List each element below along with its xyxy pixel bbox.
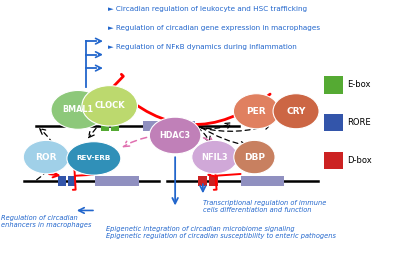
Text: DBP: DBP xyxy=(244,153,265,162)
Text: D-box: D-box xyxy=(348,156,372,165)
Text: ROR: ROR xyxy=(36,153,57,162)
Text: REV-ERB: REV-ERB xyxy=(77,155,111,162)
Text: NFIL3: NFIL3 xyxy=(202,153,228,162)
Ellipse shape xyxy=(51,91,105,129)
Ellipse shape xyxy=(234,94,280,129)
Text: CRY: CRY xyxy=(286,107,306,116)
FancyBboxPatch shape xyxy=(198,176,207,186)
Text: E-box: E-box xyxy=(348,80,371,89)
FancyBboxPatch shape xyxy=(111,121,119,131)
Text: ► Regulation of NFκB dynamics during inflammation: ► Regulation of NFκB dynamics during inf… xyxy=(108,44,296,50)
Text: ► Circadian regulation of leukocyte and HSC trafficking: ► Circadian regulation of leukocyte and … xyxy=(108,6,307,12)
Text: BMAL1: BMAL1 xyxy=(62,105,94,114)
FancyBboxPatch shape xyxy=(240,176,284,186)
FancyBboxPatch shape xyxy=(324,114,343,131)
FancyBboxPatch shape xyxy=(68,176,76,186)
FancyBboxPatch shape xyxy=(324,76,343,94)
FancyBboxPatch shape xyxy=(58,176,66,186)
Ellipse shape xyxy=(67,142,121,175)
FancyBboxPatch shape xyxy=(101,121,109,131)
Text: PER: PER xyxy=(246,107,266,116)
Text: Regulation of circadian
enhancers in macrophages: Regulation of circadian enhancers in mac… xyxy=(2,215,92,228)
FancyBboxPatch shape xyxy=(95,176,139,186)
Text: Epigenetic integration of circadian microbiome signaling
Epigenetic regulation o: Epigenetic integration of circadian micr… xyxy=(106,226,336,239)
Text: CLOCK: CLOCK xyxy=(94,101,125,110)
FancyBboxPatch shape xyxy=(144,121,195,131)
Ellipse shape xyxy=(192,140,238,174)
Ellipse shape xyxy=(23,140,69,174)
Ellipse shape xyxy=(234,140,275,174)
Text: ► Regulation of circadian gene expression in macrophages: ► Regulation of circadian gene expressio… xyxy=(108,25,320,31)
Text: HDAC3: HDAC3 xyxy=(160,131,191,140)
Text: RORE: RORE xyxy=(348,118,371,127)
Ellipse shape xyxy=(82,86,138,126)
FancyBboxPatch shape xyxy=(324,152,343,169)
Ellipse shape xyxy=(149,117,201,154)
Ellipse shape xyxy=(273,94,319,129)
FancyBboxPatch shape xyxy=(209,176,218,186)
Text: Transcriptional regulation of immune
cells differentiation and function: Transcriptional regulation of immune cel… xyxy=(203,200,326,213)
